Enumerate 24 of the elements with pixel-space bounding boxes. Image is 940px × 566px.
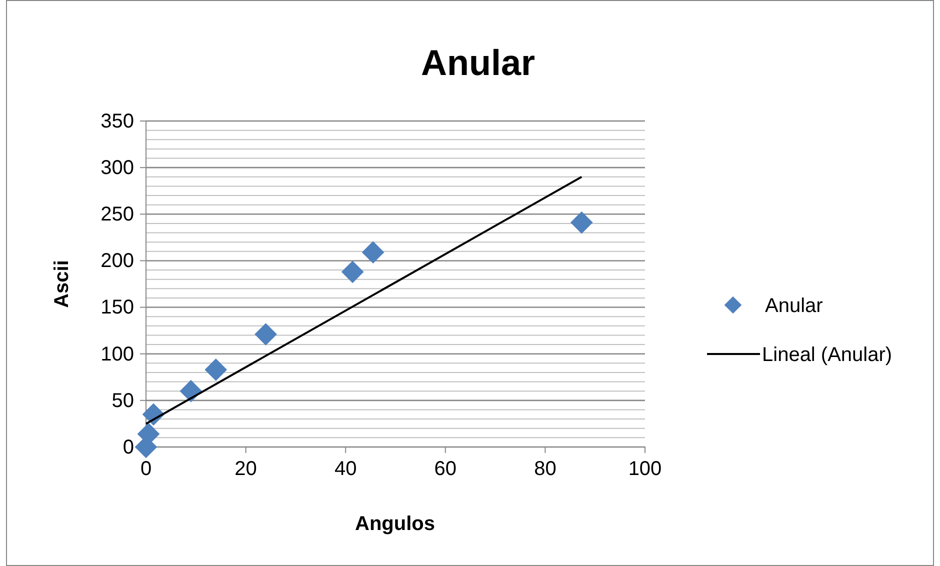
y-tick-label: 250 xyxy=(100,204,134,226)
chart-title: Anular xyxy=(420,42,536,83)
point xyxy=(570,211,593,234)
point xyxy=(204,358,228,381)
x-tick-label: 0 xyxy=(140,458,152,480)
point xyxy=(362,241,384,264)
y-tick-label: 200 xyxy=(100,250,134,272)
x-tick-label: 20 xyxy=(234,458,257,480)
x-tick-label: 80 xyxy=(534,458,556,480)
y-tick-label: 100 xyxy=(100,343,134,366)
legend-label: Lineal (Anular) xyxy=(762,344,892,366)
legend-label: Anular xyxy=(765,295,824,317)
x-tick-label: 60 xyxy=(434,458,457,480)
y-tick-label: 50 xyxy=(112,390,134,412)
y-tick-label: 350 xyxy=(100,110,134,132)
y-tick-label: 150 xyxy=(100,296,134,319)
y-tick-label: 300 xyxy=(100,156,134,179)
y-tick-label: 0 xyxy=(122,436,134,458)
x-axis-title: Angulos xyxy=(355,513,435,535)
y-axis-title: Ascii xyxy=(51,260,73,308)
x-tick-label: 100 xyxy=(628,458,662,480)
x-tick-label: 40 xyxy=(334,458,357,480)
point xyxy=(254,323,277,346)
point xyxy=(341,260,364,284)
